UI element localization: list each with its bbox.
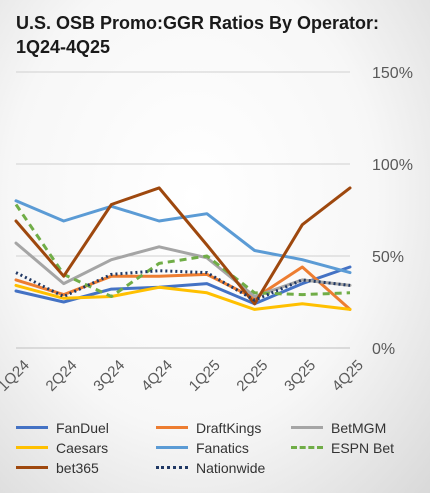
series-line-bet365 <box>14 186 352 306</box>
legend-label: bet365 <box>56 459 99 476</box>
series-line-espn-bet <box>14 203 351 298</box>
x-tick-label: 3Q24 <box>90 357 128 395</box>
legend-item: DraftKings <box>156 418 291 437</box>
x-tick-label: 1Q25 <box>186 357 224 395</box>
x-tick-label: 4Q24 <box>138 357 176 395</box>
y-tick-label: 150% <box>372 65 413 82</box>
chart-title-line-1: U.S. OSB Promo:GGR Ratios By Operator: <box>16 13 380 33</box>
legend-item: FanDuel <box>16 418 156 437</box>
legend-label: DraftKings <box>196 419 262 436</box>
series-line-draftkings <box>14 265 352 311</box>
legend-item: bet365 <box>16 458 156 477</box>
x-tick-label: 3Q25 <box>281 357 319 395</box>
line-chart: 0% 50% 100% 150% 1Q24 2Q24 3Q24 4Q24 1Q25 2Q25 3Q2… <box>0 65 413 395</box>
legend-item: BetMGM <box>291 418 426 437</box>
legend-swatch <box>16 426 48 429</box>
legend-swatch <box>156 446 188 449</box>
legend-label: ESPN Bet <box>331 439 395 456</box>
legend-swatch <box>156 426 188 429</box>
x-tick-label: 4Q25 <box>329 357 367 395</box>
series-line-fanduel <box>14 265 352 306</box>
x-tick-label: 2Q24 <box>43 357 81 395</box>
legend-item: Nationwide <box>156 458 291 477</box>
x-tick-label: 2Q25 <box>233 357 271 395</box>
legend-label: FanDuel <box>56 419 109 436</box>
legend-label: Caesars <box>56 439 109 456</box>
legend-label: BetMGM <box>331 419 387 436</box>
legend-label: Nationwide <box>196 459 266 476</box>
x-tick-label: 1Q24 <box>0 357 33 395</box>
legend-swatch <box>291 446 323 449</box>
legend-swatch <box>16 446 48 449</box>
legend-swatch <box>16 466 48 469</box>
legend-label: Fanatics <box>196 439 249 456</box>
chart-title: U.S. OSB Promo:GGR Ratios By Operator: 1… <box>16 11 416 59</box>
legend-item: Caesars <box>16 438 156 457</box>
chart-legend: FanDuel DraftKings BetMGM Caesars Fanatics ES… <box>16 418 426 477</box>
y-tick-label: 0% <box>372 341 395 358</box>
legend-item: Fanatics <box>156 438 291 457</box>
legend-item: ESPN Bet <box>291 438 426 457</box>
chart-title-line-2: 1Q24-4Q25 <box>16 37 111 57</box>
legend-swatch <box>291 426 323 429</box>
series-line-caesars <box>14 283 352 311</box>
y-tick-label: 100% <box>372 157 413 174</box>
legend-swatch <box>156 466 188 469</box>
y-tick-label: 50% <box>372 249 404 266</box>
series-line-fanatics <box>14 199 352 275</box>
